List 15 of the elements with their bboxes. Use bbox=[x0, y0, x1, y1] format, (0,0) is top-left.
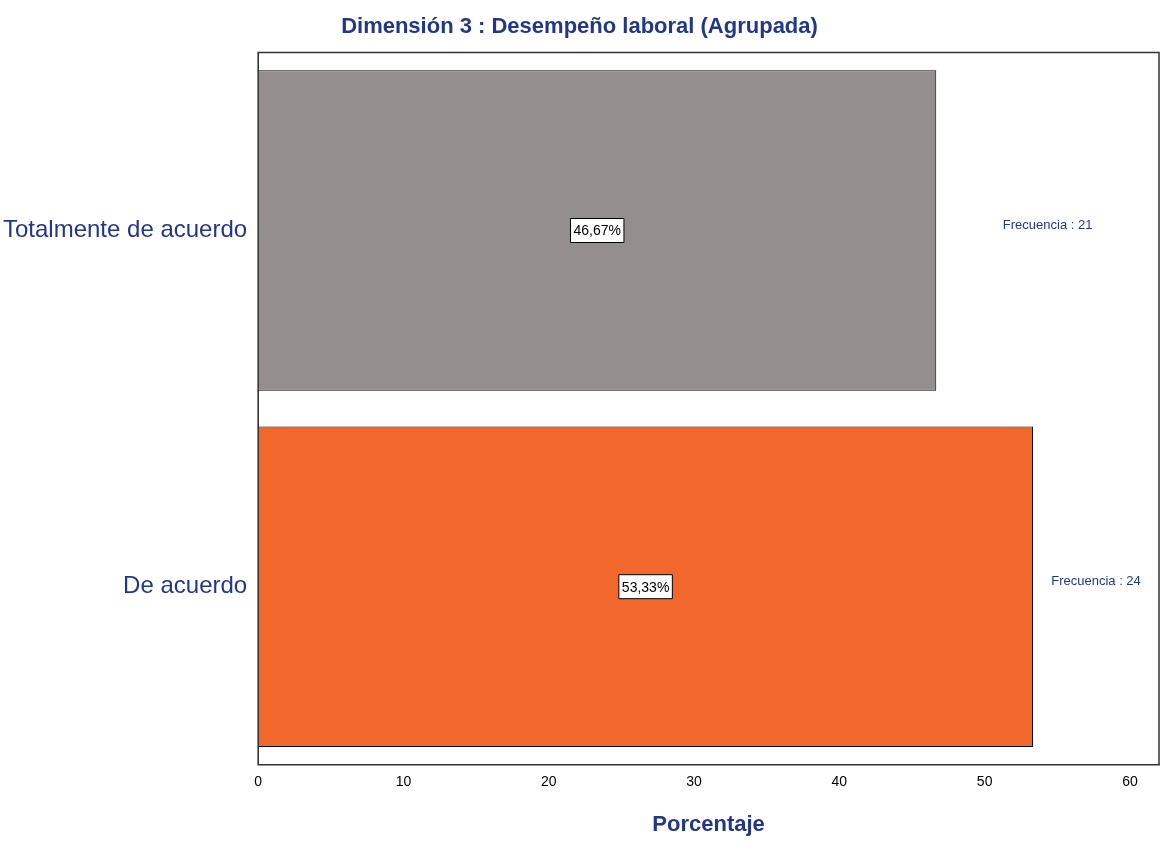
x-tick-label: 40 bbox=[831, 773, 848, 790]
y-tick-label: Totalmente de acuerdo bbox=[2, 215, 248, 243]
x-axis-title: Porcentaje bbox=[652, 810, 765, 836]
x-tick-label: 60 bbox=[1122, 773, 1138, 790]
x-tick-label: 50 bbox=[976, 773, 993, 790]
chart-title: Dimensión 3 : Desempeño laboral (Agrupada) bbox=[341, 13, 818, 39]
data-label: 46,67% bbox=[573, 222, 621, 239]
data-label: 53,33% bbox=[621, 578, 670, 595]
x-tick-label: 20 bbox=[540, 773, 557, 790]
y-tick-label: De acuerdo bbox=[123, 571, 248, 599]
x-tick-label: 0 bbox=[254, 773, 263, 790]
annotation: Frecuencia : 21 bbox=[1002, 217, 1093, 233]
x-tick-label: 10 bbox=[395, 773, 412, 790]
x-tick-label: 30 bbox=[686, 773, 703, 790]
annotation: Frecuencia : 24 bbox=[1051, 573, 1141, 589]
